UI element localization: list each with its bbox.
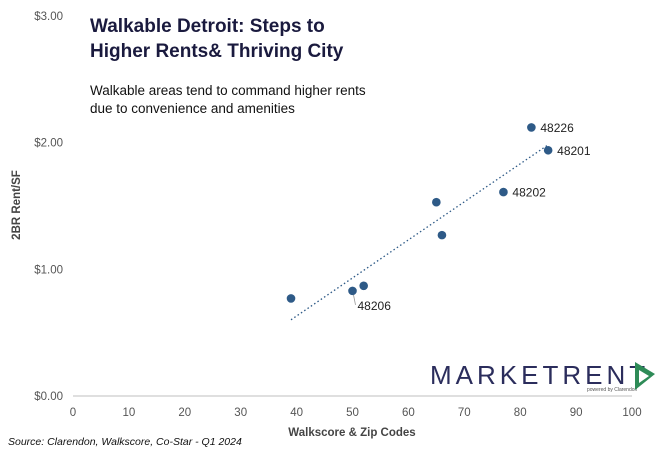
x-tick-label: 10: [123, 407, 136, 419]
trendline: [290, 144, 549, 321]
marketrent-logo: MARKETRENT powered by Clarendon: [430, 360, 660, 400]
x-tick-label: 40: [290, 407, 303, 419]
x-tick-label: 60: [402, 407, 415, 419]
y-tick-label: $0.00: [34, 391, 63, 403]
x-axis-label: Walkscore & Zip Codes: [288, 427, 415, 439]
point-label: 48226: [540, 121, 574, 135]
data-point: [348, 286, 357, 296]
data-point: [499, 187, 508, 197]
x-tick-label: 100: [622, 407, 641, 419]
data-point: [286, 294, 296, 303]
x-tick-label: 30: [234, 407, 247, 419]
x-tick-label: 20: [178, 407, 191, 419]
source-note: Source: Clarendon, Walkscore, Co-Star - …: [8, 436, 242, 448]
data-point: [359, 281, 368, 291]
logo-wordmark: MARKETRENT: [430, 360, 650, 390]
point-label: 48206: [358, 299, 392, 313]
x-tick-label: 50: [346, 407, 359, 419]
chart-subtitle-line-1: Walkable areas tend to command higher re…: [90, 83, 366, 98]
logo-tagline: powered by Clarendon: [587, 387, 638, 393]
data-point: [543, 145, 553, 155]
logo-arrow-icon: [635, 362, 655, 390]
x-tick-label: 70: [458, 407, 471, 419]
x-tick-label: 0: [70, 407, 76, 419]
chart-subtitle-line-2: due to convenience and amenities: [90, 101, 295, 116]
data-point: [527, 123, 536, 132]
chart-title-line-2: Higher Rents& Thriving City: [90, 41, 344, 62]
points-group: [286, 123, 553, 303]
y-tick-label: $3.00: [34, 11, 63, 23]
data-point: [437, 230, 447, 240]
point-labels-group: 48206 48202 48226 48201: [353, 121, 591, 313]
x-tick-label: 80: [514, 407, 527, 419]
chart-title-line-1: Walkable Detroit: Steps to: [90, 16, 325, 37]
x-tick-label: 90: [570, 407, 583, 419]
y-tick-label: $1.00: [34, 264, 63, 276]
data-point: [432, 197, 441, 207]
point-label: 48201: [557, 144, 591, 158]
label-leader-line: [353, 294, 356, 305]
chart-subtitle: Walkable areas tend to command higher re…: [90, 82, 390, 118]
point-label: 48202: [512, 186, 546, 200]
trendline-group: [290, 144, 549, 321]
chart-title: Walkable Detroit: Steps to Higher Rents&…: [90, 14, 390, 64]
y-tick-label: $2.00: [34, 138, 63, 150]
y-axis-label: 2BR Rent/SF: [11, 170, 23, 240]
axes: 0 10 20 30 40 50 60 70 80 90 100 $0.00 $1.00 $2.00 $3.…: [34, 11, 641, 419]
